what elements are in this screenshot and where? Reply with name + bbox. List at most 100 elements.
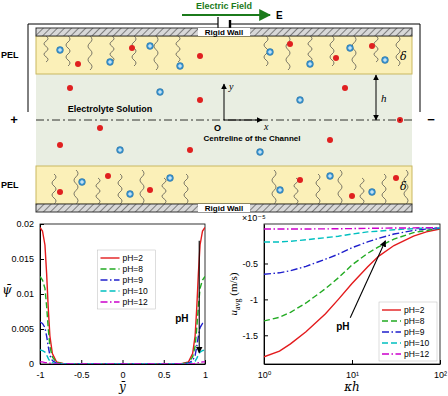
legend-swatch [382, 309, 401, 310]
centreline-label: Centreline of the Channel [204, 134, 301, 143]
tick-label: -1.5 [242, 331, 258, 341]
legend-label: pH=9 [123, 275, 144, 285]
tick-mark [40, 329, 44, 330]
cation [167, 175, 174, 182]
y-axis-title: ψ̄ [2, 283, 12, 297]
polymer-chain [162, 178, 166, 204]
electrode-sign: − [427, 112, 435, 127]
y-axis-title: uavg (m/s) [227, 272, 242, 315]
polymer-chain [316, 174, 320, 204]
rigid-wall [36, 204, 412, 212]
delta-label: δ [400, 50, 407, 63]
x-axis-title: κh [343, 380, 360, 394]
axis: -1.5 -1 -0.5 [242, 225, 268, 365]
series-line [40, 228, 205, 365]
cation-sign [80, 180, 84, 184]
anion [147, 187, 153, 193]
tick-label: -0.5 [242, 259, 258, 269]
tick-mark [264, 335, 268, 336]
solution [36, 74, 412, 166]
anion [187, 147, 193, 153]
cation [157, 89, 164, 96]
cation [57, 47, 64, 54]
series-line [40, 362, 205, 364]
legend: pH=2pH=8pH=9pH=10pH=12 [98, 250, 156, 309]
legend: pH=2pH=8pH=9pH=10pH=12 [379, 302, 437, 361]
tick: -1 [250, 295, 268, 305]
cation [327, 173, 334, 180]
axis-line [41, 364, 206, 365]
tick: 0.005 [11, 324, 44, 334]
centreline [36, 120, 412, 121]
h-label: h [381, 92, 387, 104]
axis: 00.0050.010.0150.02 [11, 219, 44, 369]
legend-swatch [101, 301, 120, 302]
cation-sign [148, 44, 152, 48]
h-arrow [376, 75, 377, 120]
tick-label: 0.005 [11, 324, 34, 334]
tick: -0.5 [74, 360, 90, 380]
polymer-chain [74, 170, 78, 204]
polymer-chain [118, 174, 122, 204]
cation-sign [308, 62, 312, 66]
legend-swatch [101, 257, 120, 258]
cation [382, 57, 389, 64]
tick-label: 0 [120, 370, 125, 380]
legend-label: pH=8 [404, 316, 425, 326]
y-axis-title-part: (m/s) [227, 272, 240, 298]
polymer-chain [338, 170, 342, 204]
axis: 10⁰ 10¹ 10² [258, 360, 447, 380]
schematic: Electric FieldE+−Rigid WallRigid WallPEL… [1, 1, 435, 213]
pel-label: PEL [1, 180, 19, 190]
field-symbol: E [276, 10, 283, 21]
tick-mark [40, 294, 44, 295]
lines [264, 228, 440, 357]
cation-sign [258, 150, 262, 154]
cation-sign [158, 90, 162, 94]
tick-label: 10⁰ [258, 370, 272, 380]
anion [349, 193, 355, 199]
tick: 0.5 [158, 360, 171, 380]
tick-label: -1 [36, 370, 44, 380]
legend-swatch [382, 342, 401, 343]
series-line [264, 228, 440, 274]
tick-mark [440, 360, 441, 364]
legend-swatch [382, 331, 401, 332]
solution-label: Electrolyte Solution [68, 104, 153, 114]
polymer-chain [52, 174, 56, 204]
cation-sign [278, 188, 282, 192]
polymer-chain [294, 178, 298, 204]
chart: -1-0.500.5100.0050.010.0150.02ȳψ̄pHpH=2p… [2, 219, 208, 394]
legend-label: pH=10 [123, 286, 149, 296]
axis-line [265, 364, 441, 365]
tick-label: 10² [434, 370, 447, 380]
legend-swatch [382, 320, 401, 321]
series-line [264, 229, 440, 357]
anion [369, 43, 375, 49]
legend-swatch [101, 268, 120, 269]
field-arrow [182, 14, 270, 16]
cation [347, 45, 354, 52]
cation-sign [348, 46, 352, 50]
tick-label: 0.015 [11, 254, 34, 264]
legend-label: pH=2 [404, 305, 425, 315]
tick-label: 1 [203, 370, 208, 380]
cation [277, 187, 284, 194]
tick-mark [40, 364, 44, 365]
polymer-chain [382, 174, 386, 204]
cation [147, 43, 154, 50]
tick-label: 10¹ [346, 370, 359, 380]
rigid-wall [36, 28, 412, 36]
cation [267, 49, 274, 56]
anion [393, 175, 399, 181]
cation-sign [328, 174, 332, 178]
tick: 0.015 [11, 254, 44, 264]
chart: 10⁰10¹10²-1.5-1-0.5κhuavg (m/s)×10⁻⁵pHpH… [227, 213, 447, 394]
battery-plate [229, 20, 231, 28]
series-line [264, 228, 440, 242]
tick: 10² [434, 360, 447, 380]
cation [257, 149, 264, 156]
polymer-chain [374, 36, 378, 62]
cation-sign [268, 50, 272, 54]
tick-label: 0.5 [158, 370, 171, 380]
